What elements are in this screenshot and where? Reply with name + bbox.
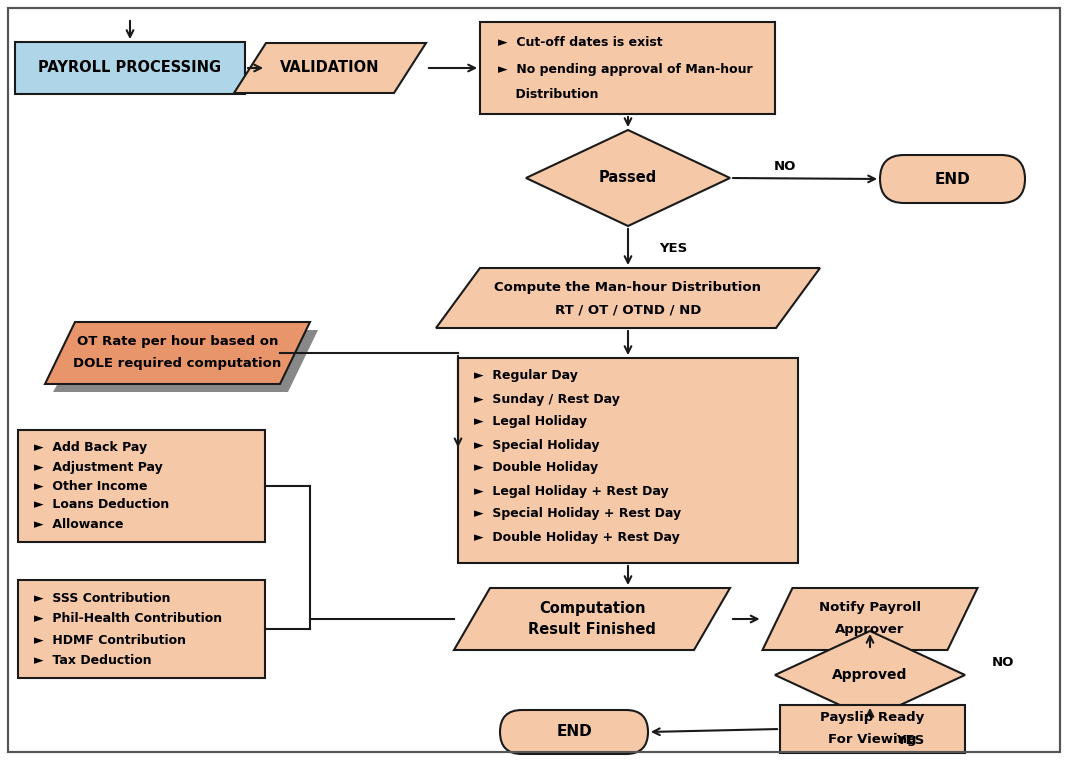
Text: Approved: Approved (832, 668, 908, 682)
Polygon shape (436, 268, 820, 328)
Text: DOLE required computation: DOLE required computation (74, 357, 282, 371)
Text: OT Rate per hour based on: OT Rate per hour based on (77, 335, 278, 349)
Text: ►  Add Back Pay: ► Add Back Pay (34, 442, 147, 454)
Polygon shape (763, 588, 977, 650)
Text: For Viewing: For Viewing (829, 733, 916, 746)
Text: VALIDATION: VALIDATION (280, 61, 380, 75)
FancyBboxPatch shape (880, 155, 1025, 203)
Text: Passed: Passed (599, 170, 657, 185)
Text: Compute the Man-hour Distribution: Compute the Man-hour Distribution (494, 281, 761, 295)
Text: Computation: Computation (538, 600, 645, 616)
Text: Result Finished: Result Finished (528, 622, 656, 638)
Text: ►  Cut-off dates is exist: ► Cut-off dates is exist (498, 36, 662, 49)
Polygon shape (45, 322, 310, 384)
Text: Notify Payroll: Notify Payroll (819, 601, 921, 615)
Bar (18, 430, 265, 542)
Text: ►  Phil-Health Contribution: ► Phil-Health Contribution (34, 613, 222, 625)
Text: ►  Special Holiday: ► Special Holiday (474, 439, 599, 451)
Bar (458, 358, 798, 563)
Text: YES: YES (896, 734, 924, 748)
Text: ►  Adjustment Pay: ► Adjustment Pay (34, 461, 162, 473)
Text: ►  Regular Day: ► Regular Day (474, 369, 578, 382)
Text: END: END (934, 172, 971, 186)
Text: ►  HDMF Contribution: ► HDMF Contribution (34, 634, 186, 647)
Text: ►  Loans Deduction: ► Loans Deduction (34, 499, 169, 511)
Text: YES: YES (659, 242, 687, 255)
Text: ►  Legal Holiday: ► Legal Holiday (474, 416, 587, 429)
Text: NO: NO (992, 657, 1015, 670)
Text: ►  Allowance: ► Allowance (34, 518, 124, 530)
Text: ►  Double Holiday + Rest Day: ► Double Holiday + Rest Day (474, 530, 679, 543)
Bar (780, 705, 965, 753)
Polygon shape (234, 43, 426, 93)
Text: ►  Double Holiday: ► Double Holiday (474, 461, 598, 474)
Polygon shape (454, 588, 731, 650)
Text: ►  Sunday / Rest Day: ► Sunday / Rest Day (474, 392, 619, 406)
Text: Payslip Ready: Payslip Ready (820, 711, 925, 724)
Text: ►  Other Income: ► Other Income (34, 480, 147, 492)
Text: ►  No pending approval of Man-hour: ► No pending approval of Man-hour (498, 64, 753, 77)
Polygon shape (775, 631, 965, 719)
Text: Distribution: Distribution (498, 87, 598, 100)
Bar (15, 42, 245, 94)
Polygon shape (53, 330, 318, 392)
Text: ►  SSS Contribution: ► SSS Contribution (34, 591, 171, 604)
Text: Approver: Approver (835, 623, 905, 637)
Polygon shape (527, 130, 731, 226)
Bar (18, 580, 265, 678)
Bar (480, 22, 775, 114)
Text: NO: NO (774, 160, 796, 173)
Text: PAYROLL PROCESSING: PAYROLL PROCESSING (38, 61, 221, 75)
Text: ►  Tax Deduction: ► Tax Deduction (34, 654, 152, 667)
Text: ►  Special Holiday + Rest Day: ► Special Holiday + Rest Day (474, 508, 681, 521)
Text: ►  Legal Holiday + Rest Day: ► Legal Holiday + Rest Day (474, 485, 669, 498)
Text: END: END (556, 724, 592, 739)
FancyBboxPatch shape (500, 710, 648, 754)
Text: RT / OT / OTND / ND: RT / OT / OTND / ND (554, 303, 702, 316)
